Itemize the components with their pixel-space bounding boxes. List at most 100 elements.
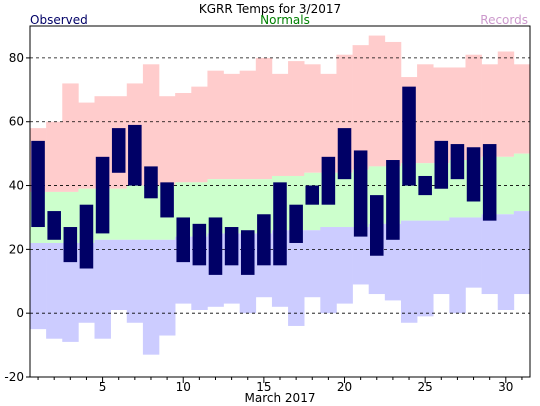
x-tick-label: 10 [176,380,191,394]
record-low-band [62,242,79,342]
record-high-band [271,73,289,176]
y-tick-label: 0 [16,306,24,320]
record-high-band [288,61,305,176]
legend-normals: Normals [260,13,310,27]
observed-bar [128,124,142,186]
record-low-band [320,227,337,314]
observed-bar [402,86,416,186]
record-high-band [223,73,240,180]
normal-band [126,185,144,240]
record-high-band [304,64,321,173]
observed-bars-layer [31,86,497,275]
y-tick-label: 20 [9,242,24,256]
record-low-band [497,214,515,310]
record-low-band [94,239,111,339]
record-high-band [481,64,499,157]
record-high-band [159,96,176,186]
observed-bar [160,182,174,218]
observed-bar [208,217,223,275]
axes-layer: -20 0 20 40 60 80 5 10 15 20 25 30 [4,51,523,394]
observed-bar [386,160,400,240]
observed-bar [111,128,126,173]
x-tick-label: 30 [498,380,513,394]
observed-bar [450,144,465,180]
observed-bar [289,204,303,243]
observed-bar [337,128,352,180]
y-tick-label: 80 [9,51,24,65]
observed-bar [353,150,368,237]
record-low-band [304,230,321,298]
x-tick-label: 25 [418,380,433,394]
record-low-band [46,242,63,339]
normal-band [223,179,240,234]
y-tick-label: 40 [9,179,24,193]
record-high-band [255,57,273,180]
record-low-band [288,230,305,326]
x-tick-label: 15 [256,380,271,394]
observed-bar [370,195,384,256]
record-low-band [449,217,466,314]
x-tick-label: 5 [99,380,107,394]
normal-band [513,153,531,212]
record-low-band [481,214,499,295]
y-tick-label: 60 [9,115,24,129]
legend-records: Records [480,13,528,27]
x-axis-label: March 2017 [245,391,316,405]
chart-title: KGRR Temps for 3/2017 [199,2,341,16]
observed-bar [482,144,497,221]
record-high-band [320,73,337,173]
record-high-band [239,70,257,180]
record-high-band [191,86,208,183]
record-low-band [126,239,144,323]
normal-band [191,182,208,237]
record-high-band [142,64,160,186]
record-low-band [400,220,418,323]
record-low-band [513,211,531,295]
record-low-band [142,239,160,355]
observed-bar [305,185,320,205]
record-low-band [336,227,353,304]
record-high-band [433,67,450,164]
observed-bar [224,227,239,266]
record-high-band [384,41,402,167]
observed-bar [257,214,271,266]
record-low-band [384,223,402,301]
legend-observed: Observed [30,13,88,27]
observed-bar [466,147,481,202]
normal-band [142,185,160,240]
record-high-band [352,45,370,170]
record-high-band [207,70,224,180]
normal-band [336,172,353,228]
x-tick-label: 20 [337,380,352,394]
observed-bar [434,140,449,189]
observed-bar [144,166,158,199]
observed-bar [321,156,336,205]
record-high-band [62,83,79,192]
observed-bar [418,175,432,196]
record-high-band [78,102,95,189]
observed-bar [95,156,110,234]
record-low-band [417,220,434,317]
record-low-band [465,217,482,288]
observed-bar [273,182,287,266]
record-high-band [417,64,434,164]
record-high-band [368,35,386,167]
observed-bar [192,223,207,266]
observed-bar [176,217,190,263]
record-high-band [497,51,515,157]
observed-bar [79,204,94,269]
record-high-band [513,64,531,154]
observed-bar [63,227,78,263]
record-high-band [465,54,482,161]
record-high-band [46,121,63,192]
record-low-band [110,239,128,310]
record-low-band [159,239,176,336]
normal-band [110,188,128,240]
record-low-band [433,220,450,295]
normal-band [239,179,257,234]
observed-bar [31,140,45,228]
observed-bar [240,230,255,275]
record-high-band [175,93,192,183]
record-low-band [30,242,47,330]
